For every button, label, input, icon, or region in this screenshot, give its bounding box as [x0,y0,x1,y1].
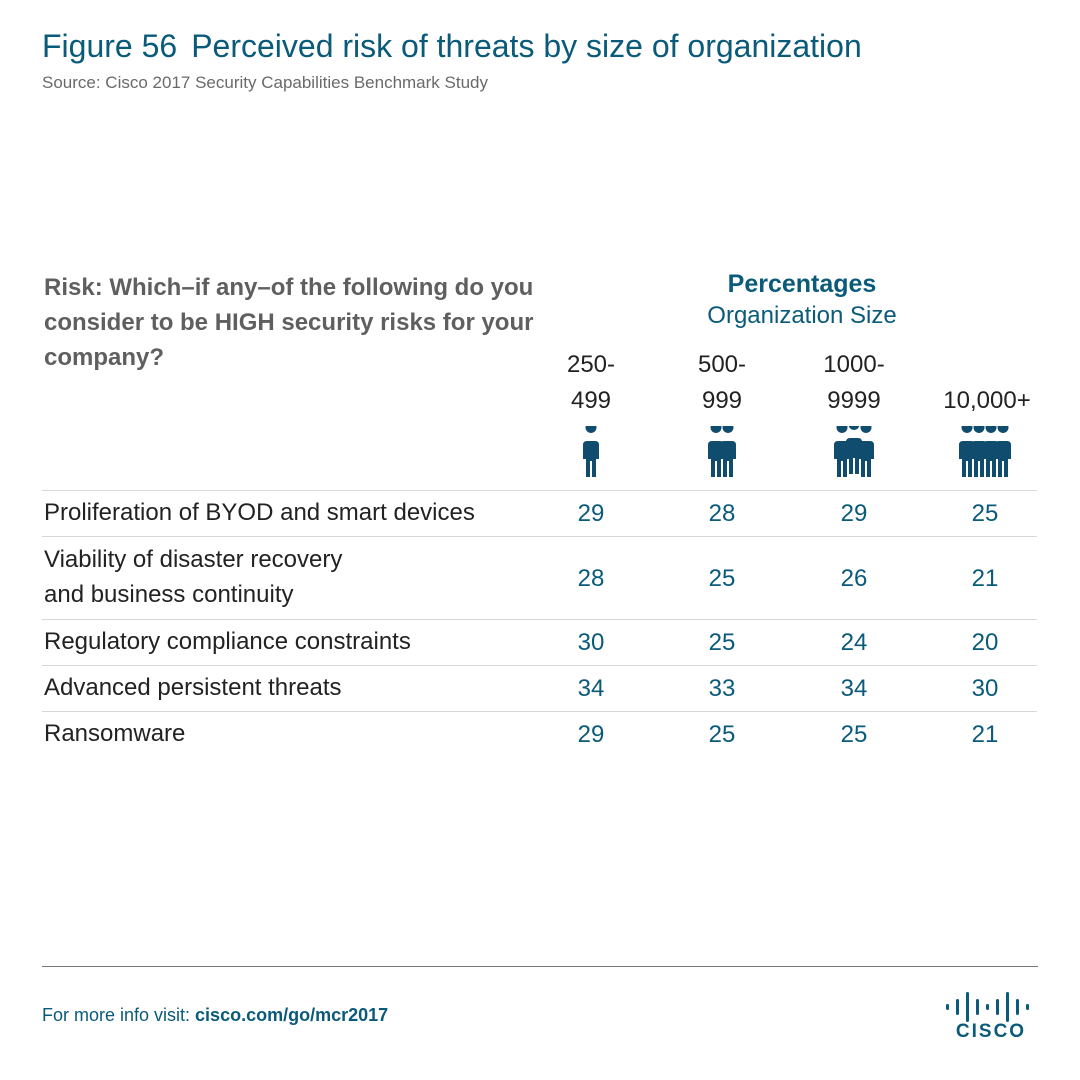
row-label: Advanced persistent threats [44,674,342,701]
person-icon [583,426,599,477]
row-divider [42,665,1037,666]
footer-info: For more info visit: cisco.com/go/mcr201… [42,1005,388,1026]
value-cell: 33 [708,675,736,702]
figure-title: Figure 56 Perceived risk of threats by si… [42,28,862,65]
value-cell: 29 [577,500,605,527]
value-cell: 25 [971,500,999,527]
person-icon [858,426,874,477]
value-cell: 21 [971,721,999,748]
person-icon [995,426,1011,477]
row-label: Proliferation of BYOD and smart devices [44,499,475,526]
row-label: Viability of disaster recovery and busin… [44,546,343,608]
value-cell: 21 [971,564,999,592]
value-cell: 28 [708,500,736,527]
value-cell: 25 [708,564,736,592]
risk-question: Risk: Which–if any–of the following do y… [44,274,534,371]
value-cell: 34 [840,675,868,702]
column-header: 500- 999 [697,351,747,414]
column-header: 250- 499 [566,351,616,414]
value-cell: 30 [971,675,999,702]
person-icon [720,426,736,477]
column-header: 1000- 9999 [823,351,885,414]
value-cell: 24 [840,629,868,656]
footer-prefix: For more info visit: [42,1005,196,1025]
cisco-logo: CISCO [944,990,1038,1045]
value-cell: 25 [708,629,736,656]
cisco-bridge-icon: CISCO [946,992,1029,1042]
row-divider [42,536,1037,537]
row-label: Regulatory compliance constraints [44,628,411,655]
value-cell: 29 [577,721,605,748]
footer-link[interactable]: cisco.com/go/mcr2017 [195,1005,389,1025]
column-header: 10,000+ [943,387,1031,414]
row-divider [42,619,1037,620]
value-cell: 34 [577,675,605,702]
figure-source: Source: Cisco 2017 Security Capabilities… [42,73,488,92]
figure-number: Figure 56 [42,28,178,64]
people-icon [957,426,1013,478]
value-cell: 20 [971,629,999,656]
people-icon [581,426,601,478]
row-label: Ransomware [44,720,186,747]
people-icon [706,426,738,478]
value-cell: 28 [577,564,605,592]
percentages-header: Percentages [727,270,877,298]
organization-size-header: Organization Size [707,302,897,329]
value-cell: 30 [577,629,605,656]
value-cell: 26 [840,564,868,592]
value-cell: 25 [840,721,868,748]
row-divider [42,490,1037,491]
value-cell: 29 [840,500,868,527]
people-icon [832,426,876,478]
cisco-logo-text: CISCO [956,1021,1026,1040]
figure-title-text: Perceived risk of threats by size of org… [191,28,862,64]
value-cell: 25 [708,721,736,748]
footer-divider [42,966,1038,967]
row-divider [42,711,1037,712]
